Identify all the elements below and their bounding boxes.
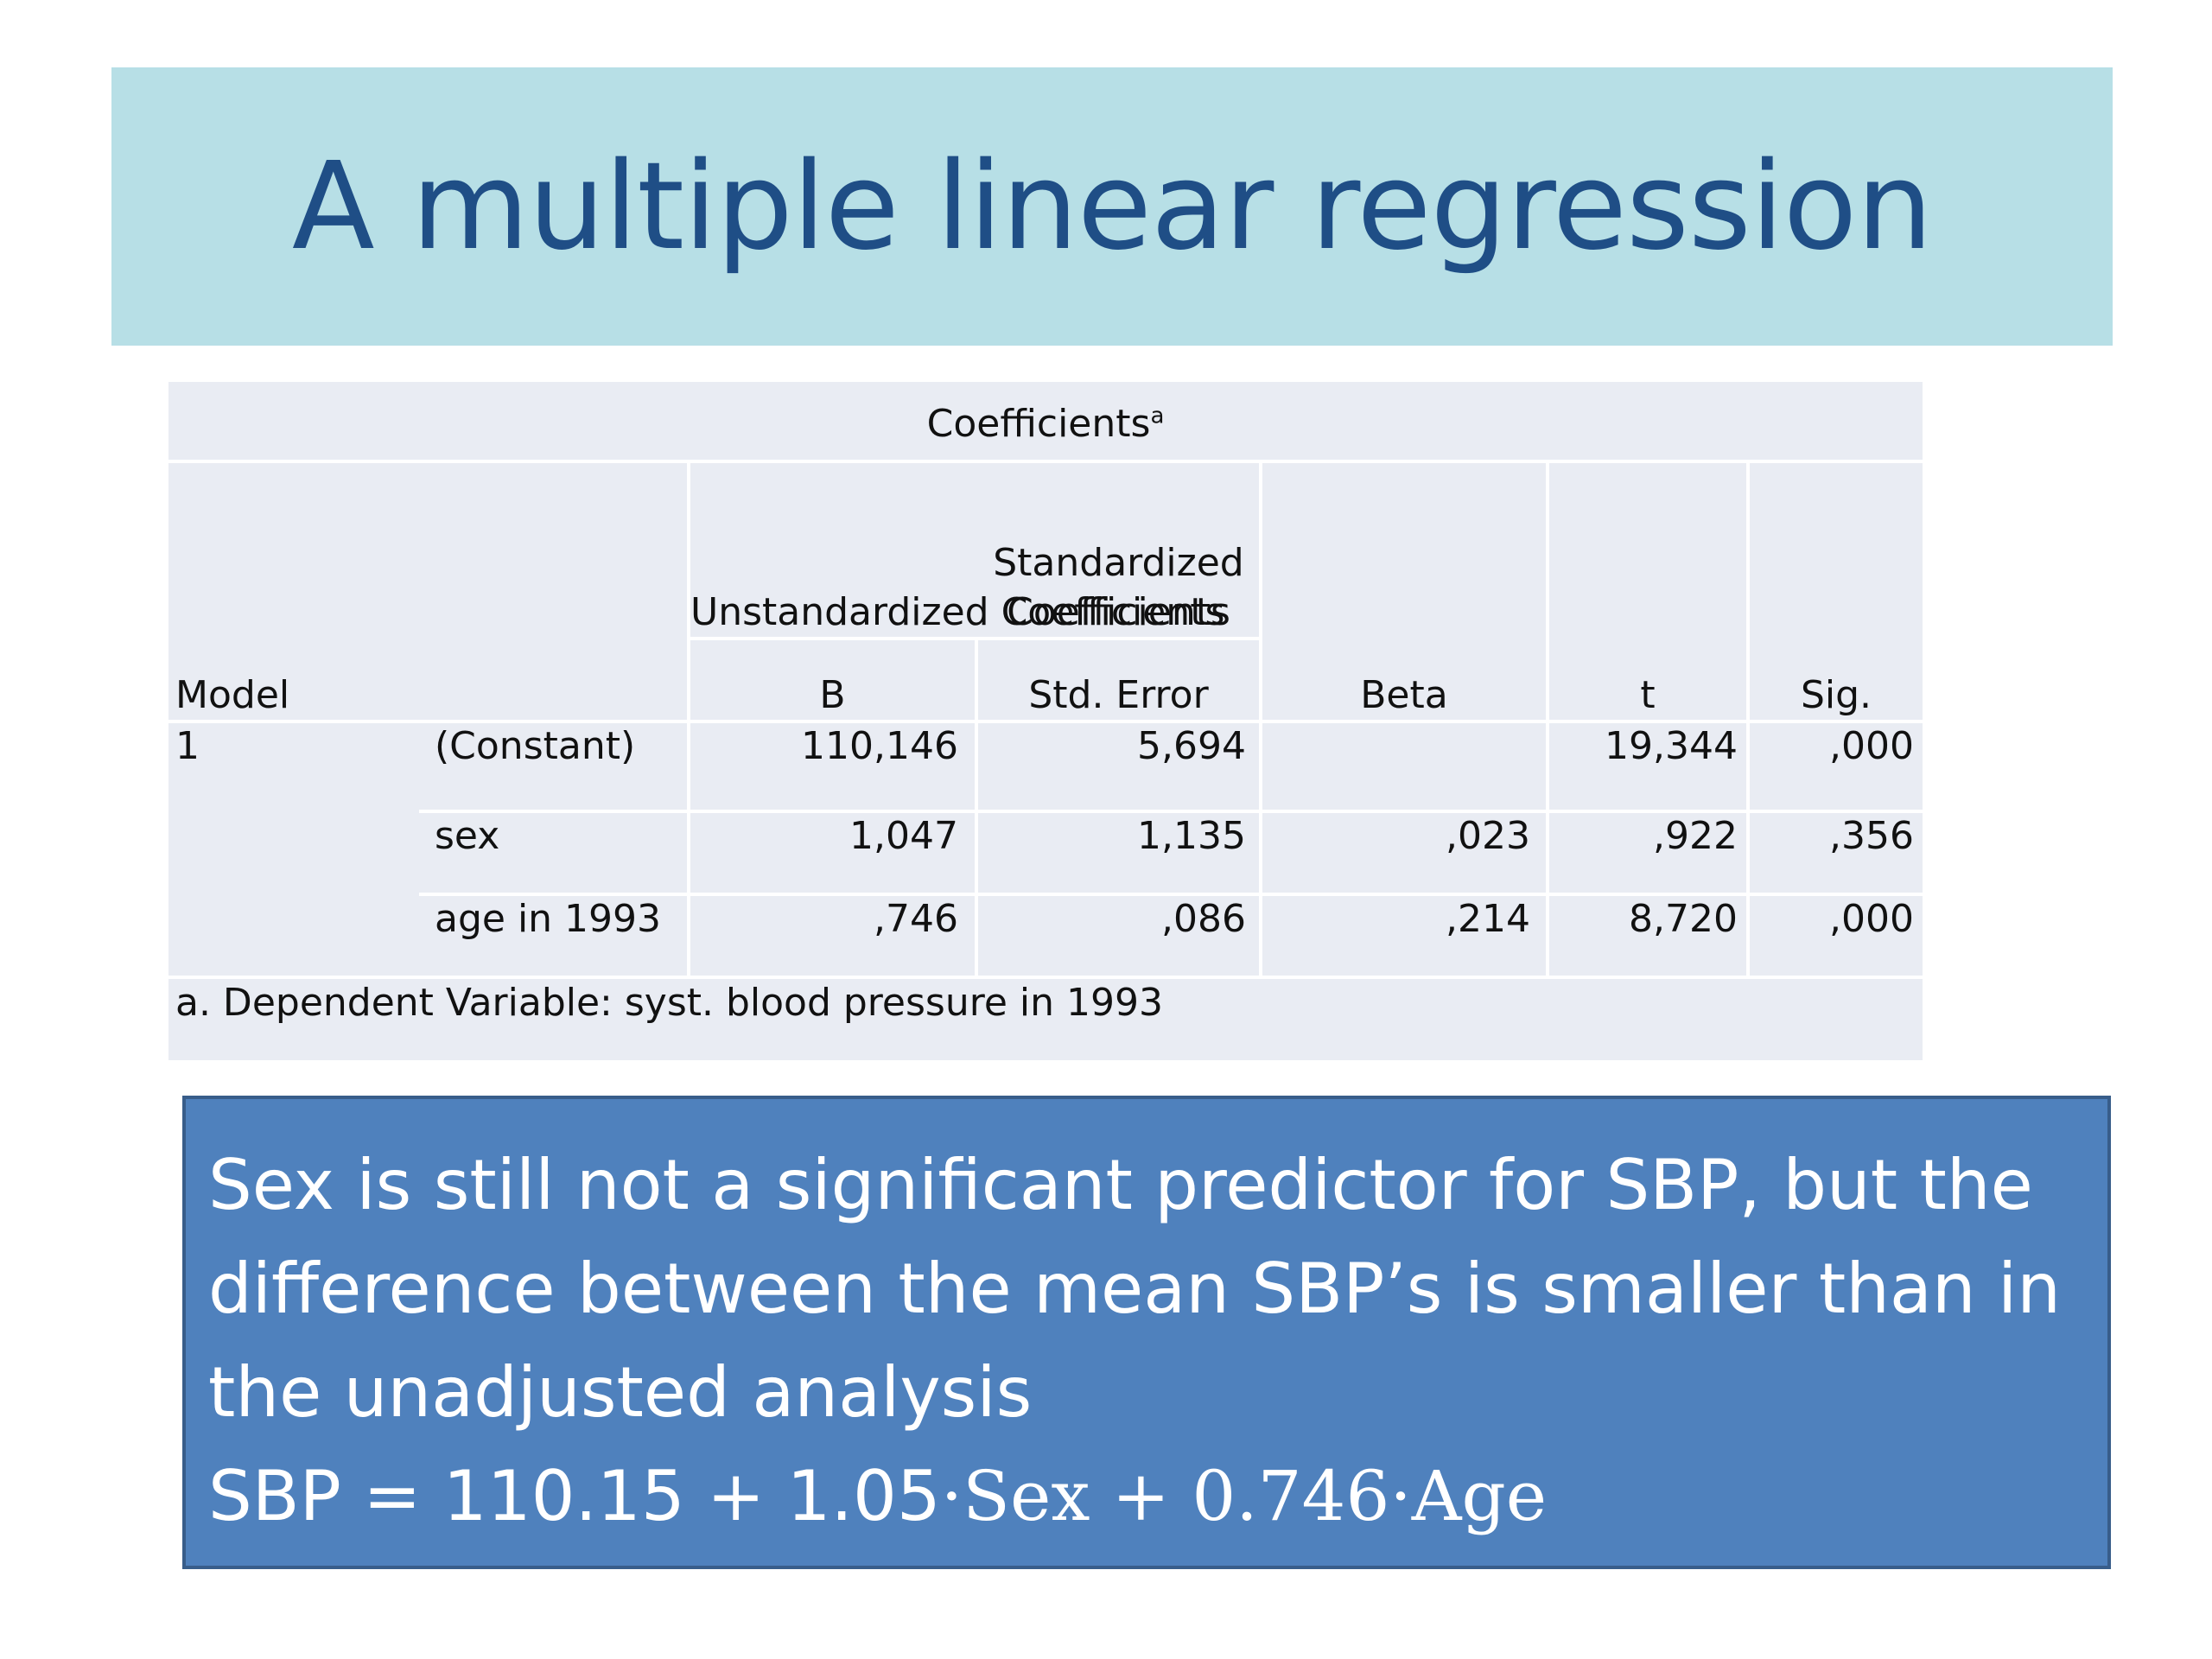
grid-line [687, 461, 690, 976]
regression-formula: SBP = 110.15 + 1.05·Sex + 0.746·Age [208, 1445, 2085, 1548]
cell-t: 8,720 [1629, 897, 1738, 941]
cell-std-error: ,086 [1161, 897, 1246, 941]
cell-b: 110,146 [801, 724, 958, 768]
row-label: (Constant) [435, 724, 636, 768]
cell-b: 1,047 [849, 814, 958, 858]
cell-t: 19,344 [1605, 724, 1738, 768]
cell-b: ,746 [874, 897, 958, 941]
header-b: B [819, 673, 846, 717]
table-footnote: a. Dependent Variable: syst. blood press… [175, 981, 1163, 1025]
row-label: sex [435, 814, 500, 858]
cell-t: ,922 [1653, 814, 1738, 858]
header-standardized-line1: Standardized [993, 541, 1244, 585]
grid-line [687, 637, 1259, 640]
header-model: Model [175, 673, 290, 717]
grid-line [1546, 461, 1549, 976]
grid-line [168, 720, 1923, 723]
cell-std-error: 5,694 [1137, 724, 1246, 768]
grid-line [1259, 461, 1262, 976]
conclusion-box: Sex is still not a significant predictor… [182, 1096, 2111, 1569]
header-standardized-line2: Coefficients [1007, 590, 1230, 634]
grid-line [168, 976, 1923, 979]
cell-sig: ,356 [1829, 814, 1914, 858]
title-banner: A multiple linear regression [111, 67, 2113, 346]
table-caption-footnote-marker: a [1150, 403, 1165, 429]
table-caption-text: Coefficients [926, 402, 1151, 446]
grid-line [419, 810, 1923, 813]
row-label: age in 1993 [435, 897, 662, 941]
header-beta: Beta [1360, 673, 1448, 717]
header-sig: Sig. [1800, 673, 1872, 717]
cell-sig: ,000 [1829, 897, 1914, 941]
header-std-error: Std. Error [1028, 673, 1209, 717]
table-caption: Coefficientsa [168, 399, 1923, 448]
header-unstandardized: Unstandardized Coefficients [690, 590, 1225, 634]
grid-line [419, 893, 1923, 896]
cell-std-error: 1,135 [1137, 814, 1246, 858]
coefficients-table: Coefficientsa Model Unstandardized Coeff… [168, 382, 1923, 1060]
grid-line [168, 460, 1923, 463]
conclusion-text: Sex is still not a significant predictor… [208, 1145, 2061, 1433]
cell-beta: ,023 [1446, 814, 1530, 858]
grid-line [975, 637, 978, 976]
cell-beta: ,214 [1446, 897, 1530, 941]
grid-line [1746, 461, 1750, 976]
slide-title: A multiple linear regression [291, 136, 1933, 277]
header-t: t [1640, 673, 1656, 717]
cell-sig: ,000 [1829, 724, 1914, 768]
formula-terms: ·Sex + 0.746·Age [940, 1456, 1548, 1536]
formula-prefix: SBP = 110.15 + 1.05 [208, 1456, 941, 1536]
model-number: 1 [175, 724, 200, 768]
